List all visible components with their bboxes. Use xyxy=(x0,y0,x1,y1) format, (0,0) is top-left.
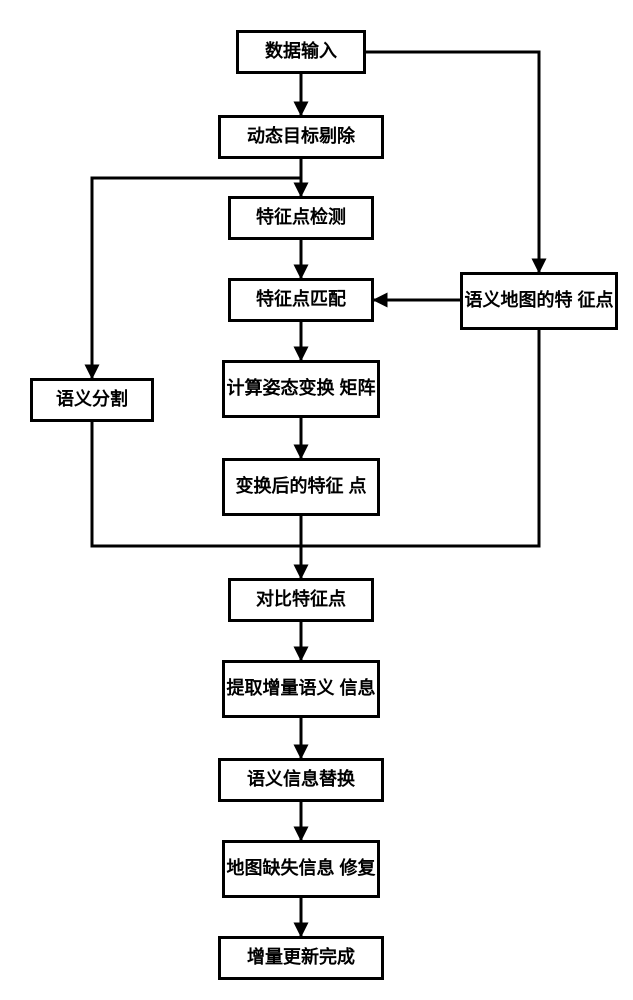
flow-node-label: 语义信息替换 xyxy=(247,769,355,791)
flow-node-n5: 计算姿态变换 矩阵 xyxy=(222,360,380,418)
flow-node-label: 对比特征点 xyxy=(256,589,346,611)
flow-node-label: 动态目标剔除 xyxy=(247,126,355,148)
flow-node-label: 特征点检测 xyxy=(256,207,346,229)
flow-node-n8: 提取增量语义 信息 xyxy=(222,660,380,718)
flow-node-label: 增量更新完成 xyxy=(247,947,355,969)
flow-node-nL: 语义分割 xyxy=(30,378,154,422)
flow-node-label: 特征点匹配 xyxy=(256,289,346,311)
flow-node-nR: 语义地图的特 征点 xyxy=(460,272,618,330)
flow-node-label: 变换后的特征 点 xyxy=(235,476,366,498)
flow-node-label: 提取增量语义 信息 xyxy=(226,678,375,700)
flow-node-label: 计算姿态变换 矩阵 xyxy=(226,378,375,400)
flow-node-n1: 数据输入 xyxy=(236,30,366,74)
flow-node-n6: 变换后的特征 点 xyxy=(222,458,380,516)
flow-node-n3: 特征点检测 xyxy=(228,196,374,240)
flow-node-label: 语义分割 xyxy=(56,389,128,411)
flow-node-n4: 特征点匹配 xyxy=(228,278,374,322)
flow-node-label: 语义地图的特 征点 xyxy=(464,290,613,312)
flow-node-label: 地图缺失信息 修复 xyxy=(226,858,375,880)
flow-node-n2: 动态目标剔除 xyxy=(218,115,384,159)
flow-node-n7: 对比特征点 xyxy=(228,578,374,622)
flow-edge-eR_in xyxy=(366,52,539,272)
flow-node-n11: 增量更新完成 xyxy=(218,936,384,980)
flow-node-n10: 地图缺失信息 修复 xyxy=(222,840,380,898)
flow-node-n9: 语义信息替换 xyxy=(218,758,384,802)
flow-node-label: 数据输入 xyxy=(265,41,337,63)
